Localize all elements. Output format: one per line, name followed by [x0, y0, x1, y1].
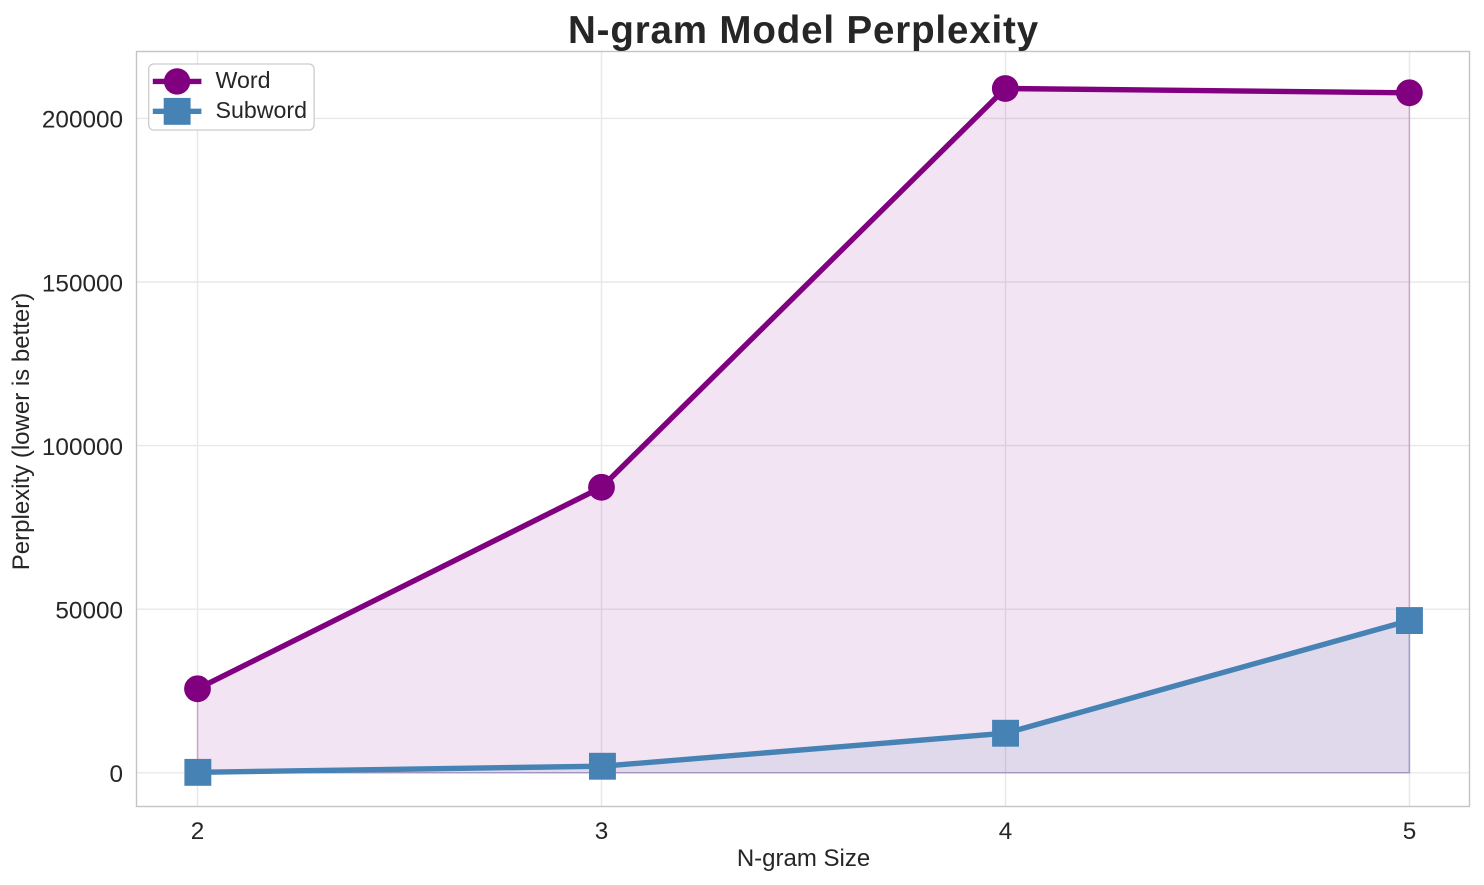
- svg-text:0: 0: [109, 761, 123, 788]
- svg-text:50000: 50000: [55, 598, 123, 625]
- svg-text:N-gram Model Perplexity: N-gram Model Perplexity: [568, 9, 1039, 52]
- svg-text:Word: Word: [216, 67, 271, 93]
- svg-text:150000: 150000: [42, 270, 123, 297]
- svg-text:3: 3: [595, 818, 609, 845]
- svg-text:4: 4: [999, 818, 1013, 845]
- svg-text:100000: 100000: [42, 434, 123, 461]
- svg-text:Perplexity (lower is better): Perplexity (lower is better): [8, 293, 35, 570]
- svg-text:2: 2: [191, 818, 205, 845]
- svg-text:Subword: Subword: [216, 97, 308, 123]
- svg-text:N-gram Size: N-gram Size: [737, 845, 870, 872]
- svg-text:200000: 200000: [42, 107, 123, 134]
- svg-text:5: 5: [1403, 818, 1417, 845]
